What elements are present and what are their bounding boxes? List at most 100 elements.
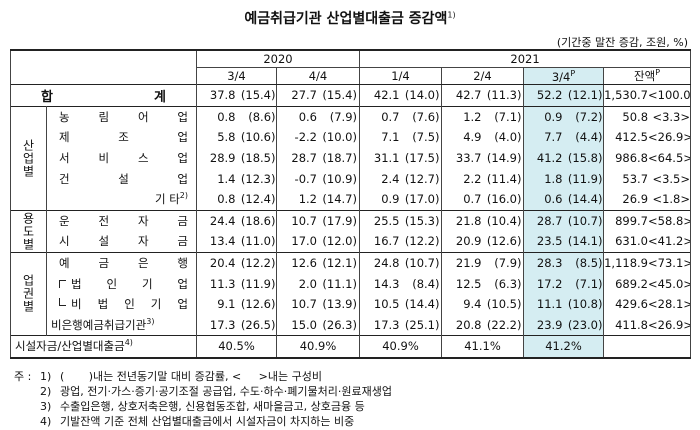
cell: 10.5 (14.4) [361,297,441,312]
column-label: 잔액 [634,69,656,83]
data-cell: 10.7 (17.9) [276,209,360,232]
cell: 9.1 (12.6) [198,297,275,311]
data-cell: 986.8 <64.5> [602,147,692,169]
data-cell: 0.7 (16.0) [441,188,524,211]
note-number: 3) [40,400,52,413]
cell: 1,530.7<100.0> [605,88,690,102]
data-cell: 412.5 <26.9> [602,127,692,148]
data-cell: 0.8 (8.6) [196,105,277,128]
cell: 50.8 <3.3> [605,109,691,124]
cell: 4.9 (4.0) [443,130,523,144]
data-cell: 16.7 (12.2) [359,231,442,253]
value: 27.7 [291,88,317,103]
value: 24.4 [209,213,236,228]
data-cell: 27.7 (15.4) [276,84,360,107]
rate: (12.7) [404,171,440,186]
rate: <28.1> [648,297,691,312]
value: 2.4 [381,171,400,186]
rate: (26.3) [322,317,357,332]
rate: (25.1) [404,317,440,332]
data-cell: 31.1 (17.5) [359,147,442,169]
rate: <3.3> [652,109,691,124]
rate: (15.4) [240,88,276,103]
data-cell: 411.8 <26.9> [602,314,692,336]
value: 986.8 [615,151,649,166]
rate: (10.8) [567,297,603,312]
label-text: 비 법 인 기 업 [71,297,188,312]
cell: 13.4 (11.0) [198,234,276,248]
rate: <64.5> [648,151,691,166]
value: 14.3 [373,276,400,291]
group-label: 산업별 [10,105,47,211]
value: 0.7 [463,192,482,207]
data-cell: 26.9 <1.8> [602,188,692,211]
data-cell: 17.3 (26.5) [196,314,277,336]
label-text: 서 비 스 업 [59,151,188,166]
cell: 412.5 <26.9> [605,130,689,145]
label-note: 2) [179,191,188,201]
cell: 28.7 (10.7) [525,214,603,228]
value: 21.9 [455,256,482,271]
cell: 11.3 (11.9) [198,277,276,291]
title: 예금취급기관 산업별대출금 증감액1) [0,8,700,28]
cell: 17.3 (25.1) [361,317,441,332]
value: 41.2 [536,151,563,166]
data-row: 서 비 스 업 28.9 (18.5) 28.7 (18.7) 31.1 (17.5) 33.… [11,147,692,169]
cell: 28.7 (18.7) [278,151,359,165]
cell: 7.7 (4.4) [525,130,602,144]
row-label: 운 전 자 금 [46,209,197,232]
column-label: 1/4 [391,69,410,83]
note-number: 4) [40,415,52,428]
value: 11.1 [536,297,563,312]
cell: 9.4 (10.5) [443,297,523,312]
rate: (11.4) [486,171,522,186]
cell: 25.5 (15.3) [361,214,441,228]
row-label: 기 타2) [46,188,197,211]
label-text: 건 설 업 [59,171,188,186]
cell: 7.1 (7.5) [361,130,441,144]
data-cell: 1,530.7<100.0> [602,84,692,107]
rate: (17.5) [404,151,440,166]
label-text: 운 전 자 금 [59,213,188,228]
value: 10.5 [373,297,400,312]
rate: (8.5) [575,256,603,271]
rate: (14.4) [567,192,603,207]
row-label: 시설자금/산업별대출금4) [10,335,197,359]
data-row: 업권별 예 금 은 행 20.4 (12.2) 12.6 (12.1) 24.8 (10.7)… [10,251,692,336]
cell: 0.8 (12.4) [198,192,275,206]
rate: (7.9) [494,256,522,271]
header-row: 2020 2021 [10,49,692,85]
data-cell: 23.9 (23.0) [523,314,604,336]
note-text: 수출입은행, 상호저축은행, 신용협동조합, 새마을금고, 상호금융 등 [60,400,365,413]
value: 9.4 [463,297,482,312]
column-note: P [570,68,576,78]
rate: <41.2> [648,234,691,249]
rate: (10.7) [404,256,440,271]
rate: <1.8> [652,192,691,207]
cell: 429.6 <28.1> [605,297,691,312]
data-cell: 0.6 (7.9) [276,105,360,128]
value: 17.0 [291,234,317,249]
value: 412.5 [615,130,649,145]
data-row: 시 설 자 금 13.4 (11.0) 17.0 (12.0) 16.7 (12.2) 20.… [11,231,692,253]
data-cell: 20.4 (12.2) [196,251,277,274]
cell: 0.7 (7.6) [361,110,441,124]
value: 0.6 [544,192,563,207]
data-cell: 631.0 <41.2> [602,231,692,253]
data-cell: 17.3 (25.1) [359,314,442,336]
data-cell: 41.2 (15.8) [523,147,604,169]
note-lead [14,399,40,414]
data-cell: 42.1 (14.0) [359,84,442,107]
cell: 0.6 (14.4) [525,192,603,207]
share-cell: 41.1% [441,335,524,359]
rate: (17.9) [322,213,357,228]
cell: 12.6 (12.1) [278,256,359,271]
cell: 411.8 <26.9> [605,318,689,332]
cell: 1.4 (12.3) [198,172,275,186]
cell: 17.2 (7.1) [525,277,603,291]
data-cell: 17.2 (7.1) [523,273,604,294]
value: 12.6 [291,256,317,271]
notes: 주 : 1) ( )내는 전년동기말 대비 증감률, < >내는 구성비 2) 광업, … [14,369,392,429]
value: 0.9 [381,192,400,207]
rate: (7.9) [329,109,357,124]
